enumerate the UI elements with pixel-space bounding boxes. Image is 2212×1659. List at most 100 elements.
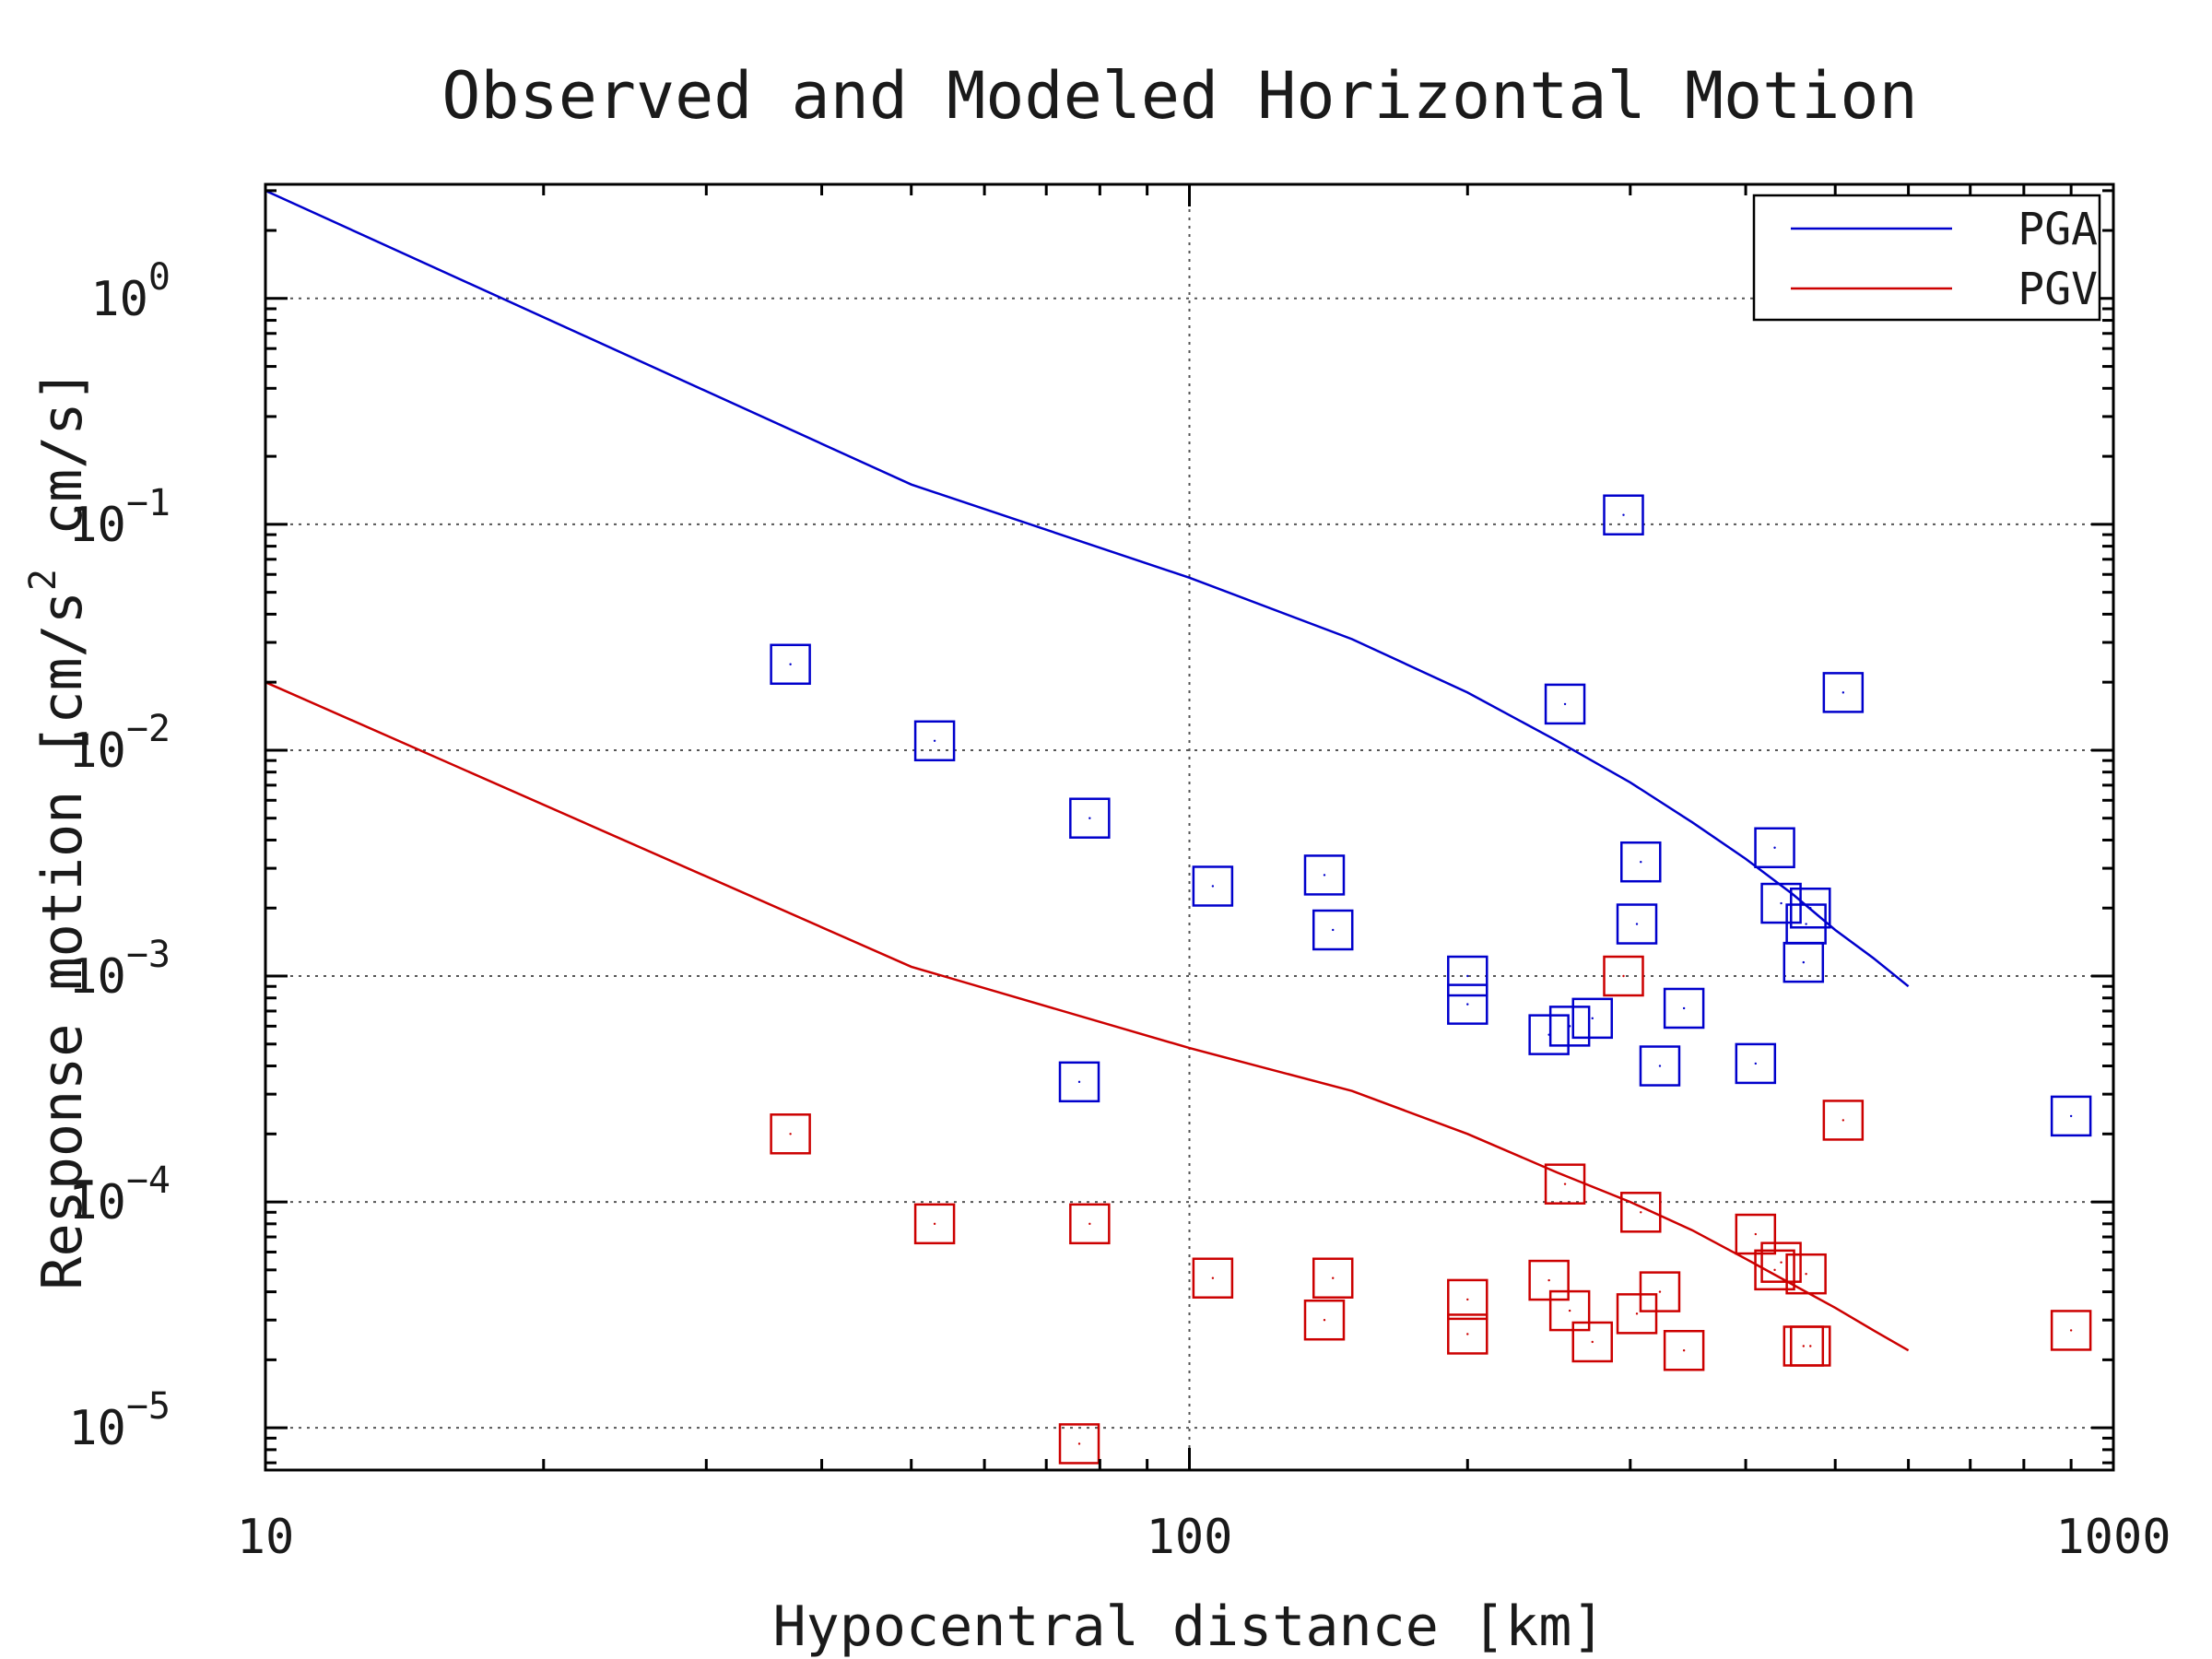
y-axis-label-sup: 2: [22, 569, 65, 591]
data-point: [1528, 1014, 1570, 1055]
data-point-center: [1640, 861, 1642, 864]
data-point: [1571, 997, 1614, 1040]
data-point-center: [1568, 1309, 1571, 1312]
data-point: [1312, 909, 1354, 951]
data-point-center: [1077, 1080, 1081, 1084]
legend-label: PGA: [2018, 204, 2098, 255]
data-point: [1603, 955, 1644, 997]
data-point-center: [2069, 1114, 2073, 1118]
data-point: [1603, 494, 1644, 535]
data-point: [1447, 1313, 1488, 1355]
data-point-center: [1640, 1211, 1642, 1214]
chart-title: Observed and Modeled Horizontal Motion: [441, 58, 1917, 134]
data-point-center: [1466, 1333, 1469, 1335]
data-point: [1790, 1325, 1831, 1367]
data-point: [1312, 1257, 1354, 1299]
y-axis-label-main: Response motion [cm/s: [30, 591, 95, 1290]
data-point: [2050, 1310, 2092, 1351]
data-point: [1447, 955, 1488, 997]
data-point: [1069, 1203, 1111, 1245]
data-point: [913, 720, 956, 762]
data-point: [1760, 1241, 1802, 1283]
data-point-center: [1211, 1277, 1215, 1279]
series-layer: [265, 189, 1910, 1352]
data-point: [1571, 1321, 1614, 1363]
x-axis-label: Hypocentral distance [km]: [772, 1594, 1605, 1659]
legend-label: PGV: [2018, 264, 2098, 315]
data-point-center: [1323, 874, 1326, 877]
data-point-center: [1211, 885, 1215, 888]
data-point-center: [1841, 1119, 1845, 1122]
data-point-center: [1658, 1290, 1662, 1293]
data-point-center: [1773, 1268, 1776, 1272]
ticks-layer: [264, 184, 2113, 1470]
data-point: [1192, 865, 1234, 907]
data-point-center: [1841, 691, 1845, 694]
data-point-center: [1088, 817, 1091, 819]
data-point: [1528, 1259, 1570, 1301]
data-point-center: [1773, 846, 1776, 849]
data-point-center: [1805, 923, 1807, 925]
data-point-center: [1591, 1017, 1594, 1020]
data-point: [1616, 1293, 1658, 1335]
data-point-center: [1591, 1340, 1594, 1344]
y-tick-label: 10−3: [68, 934, 171, 1005]
data-point: [1192, 1257, 1234, 1299]
data-point: [1785, 903, 1827, 945]
data-point: [1663, 1329, 1705, 1371]
data-point-center: [1563, 1182, 1567, 1185]
data-point-center: [1088, 1222, 1091, 1226]
grid: [265, 184, 2113, 1470]
data-point: [1548, 1006, 1591, 1047]
data-point: [1785, 1253, 1827, 1295]
data-point: [1663, 987, 1705, 1030]
tick-labels: 100 10−1 10−2 10−3 10−4 10−5 10 100 1000: [68, 256, 2171, 1565]
data-point: [1735, 1042, 1777, 1085]
data-point-center: [1568, 1025, 1571, 1028]
data-point-center: [1780, 1261, 1783, 1264]
series-line-pgv: [265, 681, 1910, 1352]
data-point-center: [1805, 1272, 1807, 1276]
data-point-center: [1332, 1277, 1335, 1279]
data-point: [2050, 1095, 2092, 1137]
y-axis-label: Response motion [cm/s2 cm/s]: [22, 369, 95, 1289]
data-point: [1822, 672, 1865, 713]
y-tick-label: 10−2: [68, 708, 171, 779]
data-point-center: [789, 1133, 792, 1135]
data-point: [1548, 1289, 1591, 1332]
data-point: [1822, 1100, 1865, 1141]
data-point: [1639, 1045, 1681, 1087]
data-point: [1754, 827, 1795, 869]
data-point-center: [1809, 1345, 1812, 1347]
data-point-center: [1682, 1349, 1686, 1352]
x-tick-label: 1000: [2055, 1510, 2171, 1565]
data-point-center: [1754, 1062, 1758, 1065]
data-point-center: [1635, 923, 1639, 925]
y-tick-label: 100: [90, 256, 171, 327]
data-point-center: [1466, 1003, 1469, 1006]
data-point-center: [1466, 1298, 1469, 1301]
x-tick-label: 10: [237, 1510, 295, 1565]
data-point-center: [1780, 901, 1783, 905]
x-tick-label: 100: [1147, 1510, 1233, 1565]
data-point: [1790, 887, 1831, 929]
data-point: [1754, 1249, 1795, 1291]
y-axis-label-tail: cm/s]: [30, 369, 95, 535]
data-point-center: [1754, 1232, 1758, 1236]
legend: PGA PGV: [1752, 194, 2101, 322]
data-point: [1303, 854, 1346, 896]
data-point: [1760, 882, 1802, 924]
data-point-center: [1809, 907, 1812, 910]
data-point: [1544, 683, 1586, 725]
data-point-center: [1323, 1319, 1326, 1322]
data-point-center: [1658, 1065, 1662, 1067]
data-point-center: [1466, 974, 1469, 978]
data-point: [1069, 797, 1111, 839]
data-point-center: [789, 663, 792, 665]
data-point-center: [1802, 1345, 1806, 1347]
data-point-center: [933, 739, 936, 742]
y-tick-label: 10−1: [68, 482, 171, 553]
data-point-center: [1802, 960, 1806, 964]
data-point-center: [1563, 702, 1567, 706]
